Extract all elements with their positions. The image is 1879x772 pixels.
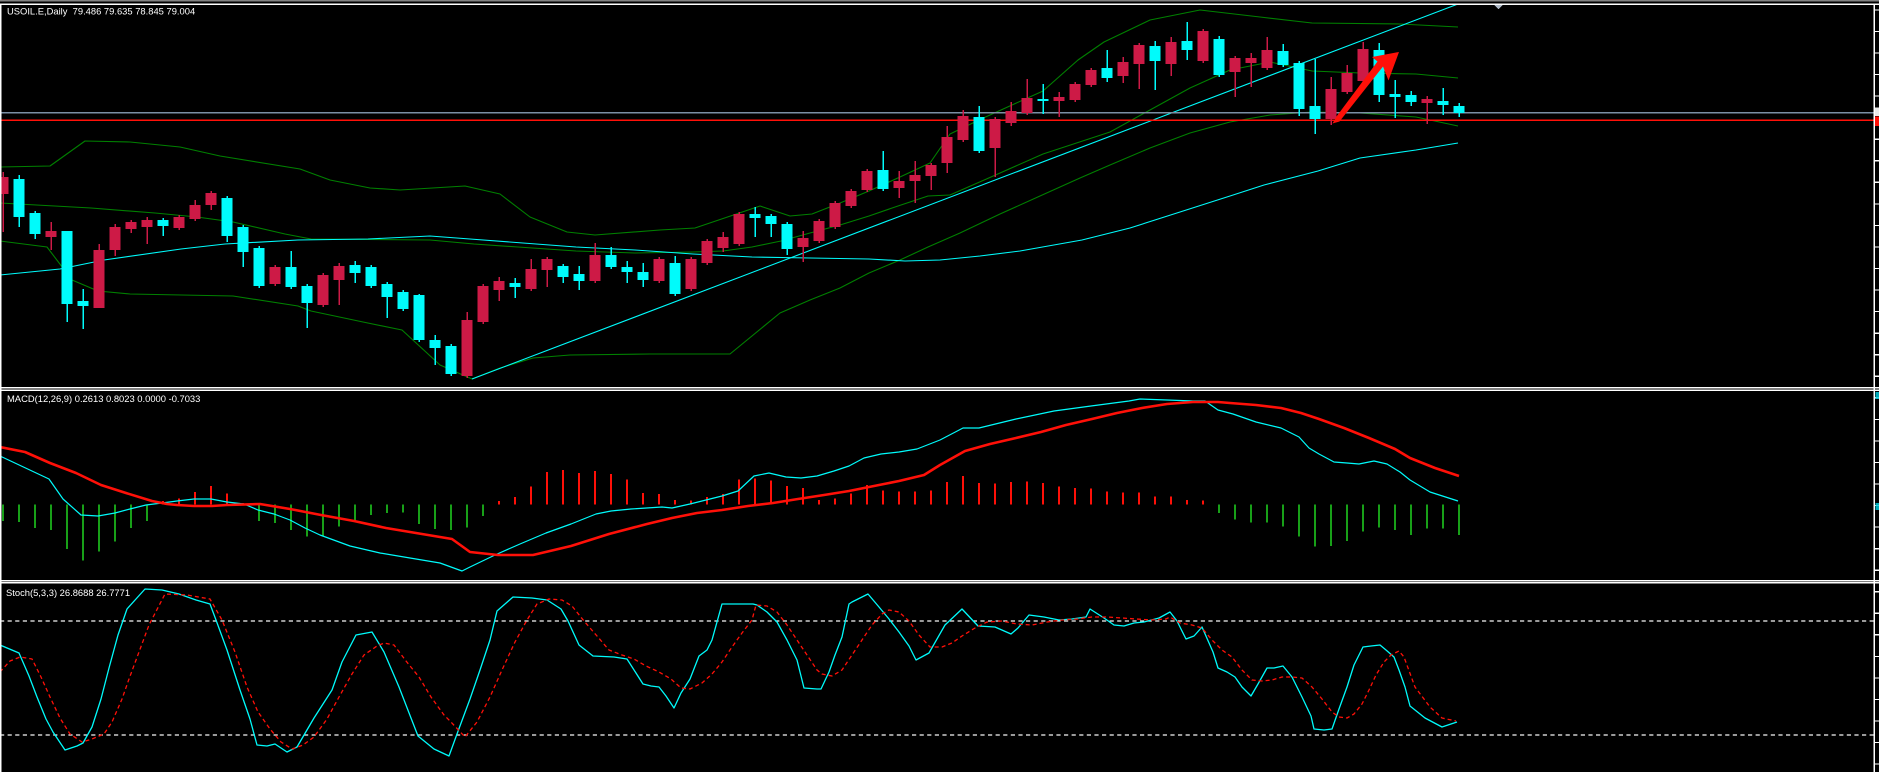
svg-text:Stoch(5,3,3) 26.8688 26.7771: Stoch(5,3,3) 26.8688 26.7771 bbox=[6, 587, 130, 598]
svg-text:USOIL.E,Daily 79.486 79.635 7: USOIL.E,Daily 79.486 79.635 78.845 79.00… bbox=[7, 6, 195, 17]
svg-text:MACD(12,26,9) 0.2613 0.8023 0.: MACD(12,26,9) 0.2613 0.8023 0.0000 -0.70… bbox=[7, 393, 200, 404]
